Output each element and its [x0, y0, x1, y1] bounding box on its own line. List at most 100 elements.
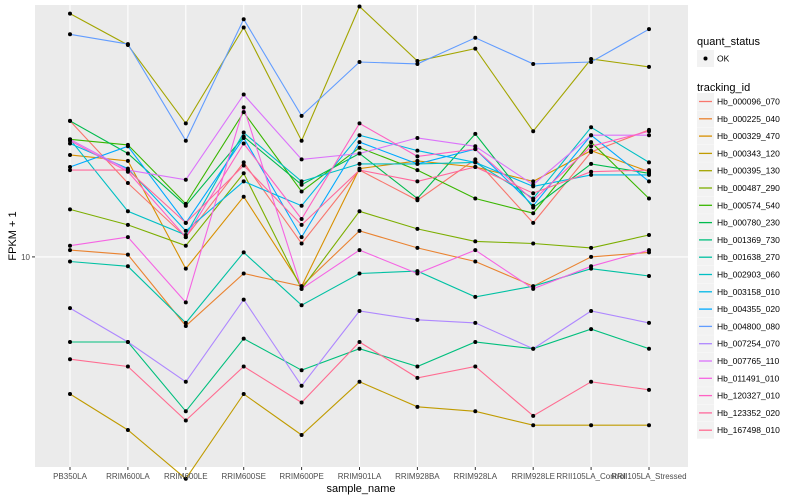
x-tick-label: RRIM600LE [164, 472, 208, 481]
x-tick-label: RRIM928BA [395, 472, 440, 481]
data-point [589, 125, 594, 130]
data-point [357, 121, 362, 126]
data-point [68, 259, 72, 264]
data-point [589, 264, 594, 269]
legend-label: Hb_000096_070 [717, 97, 780, 107]
data-point [589, 161, 594, 166]
data-point [299, 222, 304, 227]
data-point [241, 297, 246, 302]
data-point [183, 266, 188, 271]
data-point [68, 165, 72, 170]
data-point [415, 196, 420, 201]
data-point [589, 140, 594, 145]
x-tick-label: RRIM600SE [221, 472, 265, 481]
data-point [183, 138, 188, 143]
data-point [589, 245, 594, 250]
data-point [183, 228, 188, 233]
data-point [647, 168, 651, 173]
data-point [473, 364, 478, 369]
data-point [647, 196, 651, 201]
x-tick-label: RRII105LA_Control [556, 472, 626, 481]
data-point [68, 32, 72, 37]
legend-label: Hb_000329_470 [717, 131, 780, 141]
legend-label: Hb_000574_540 [717, 200, 780, 210]
data-point [241, 271, 246, 276]
data-point [68, 141, 72, 146]
data-point [531, 198, 536, 203]
data-point [473, 239, 478, 244]
data-point [299, 189, 304, 194]
data-point [241, 92, 246, 97]
data-point [415, 245, 420, 250]
data-point [415, 404, 420, 409]
legend-label: Hb_000343_120 [717, 148, 780, 158]
legend-label: OK [717, 54, 730, 64]
data-point [357, 168, 362, 173]
data-point [589, 254, 594, 259]
legend-label: Hb_123352_020 [717, 408, 780, 418]
data-point [647, 172, 651, 177]
data-point [473, 46, 478, 51]
data-point [647, 179, 651, 184]
data-point [183, 409, 188, 414]
data-point [299, 113, 304, 118]
data-point [357, 339, 362, 344]
data-point [415, 158, 420, 163]
data-point [473, 157, 478, 162]
y-axis-title: FPKM + 1 [7, 211, 19, 260]
data-point [125, 151, 130, 156]
data-point [68, 207, 72, 212]
data-point [415, 179, 420, 184]
data-point [125, 339, 130, 344]
data-point [299, 138, 304, 143]
data-point [241, 194, 246, 199]
legend-label: Hb_004355_020 [717, 304, 780, 314]
data-point [125, 181, 130, 186]
x-tick-label: RRII105LA_Stressed [611, 472, 686, 481]
data-point [647, 233, 651, 238]
data-point [241, 110, 246, 115]
data-point [241, 179, 246, 184]
legend-label: Hb_120327_010 [717, 391, 780, 401]
data-point [125, 168, 130, 173]
legend-label: Hb_011491_010 [717, 373, 780, 383]
data-point [647, 387, 651, 392]
data-point [589, 148, 594, 153]
legend-label: Hb_001369_730 [717, 235, 780, 245]
data-point [299, 400, 304, 405]
data-point [357, 140, 362, 145]
data-point [473, 320, 478, 325]
data-point [531, 346, 536, 351]
data-point [183, 379, 188, 384]
data-point [415, 135, 420, 140]
data-point [299, 286, 304, 291]
data-point [125, 364, 130, 369]
data-point [415, 375, 420, 380]
data-point [531, 182, 536, 187]
data-point [647, 274, 651, 279]
data-point [241, 171, 246, 176]
data-point [415, 161, 420, 166]
data-point [68, 391, 72, 396]
data-point [647, 27, 651, 32]
line-legend-title: tracking_id [697, 82, 750, 94]
data-point [473, 131, 478, 136]
data-point [473, 196, 478, 201]
data-point [589, 308, 594, 313]
data-point [241, 105, 246, 110]
data-point [473, 165, 478, 170]
data-point [125, 222, 130, 227]
data-point [357, 271, 362, 276]
data-point [589, 169, 594, 174]
data-point [125, 252, 130, 257]
data-point [473, 160, 478, 165]
legend-label: Hb_007765_110 [717, 356, 780, 366]
data-point [473, 339, 478, 344]
data-point [589, 133, 594, 138]
data-point [473, 248, 478, 253]
data-point [531, 413, 536, 418]
data-point [357, 4, 362, 9]
data-point [299, 368, 304, 373]
data-point [183, 418, 188, 423]
x-tick-label: RRIM928LA [454, 472, 498, 481]
